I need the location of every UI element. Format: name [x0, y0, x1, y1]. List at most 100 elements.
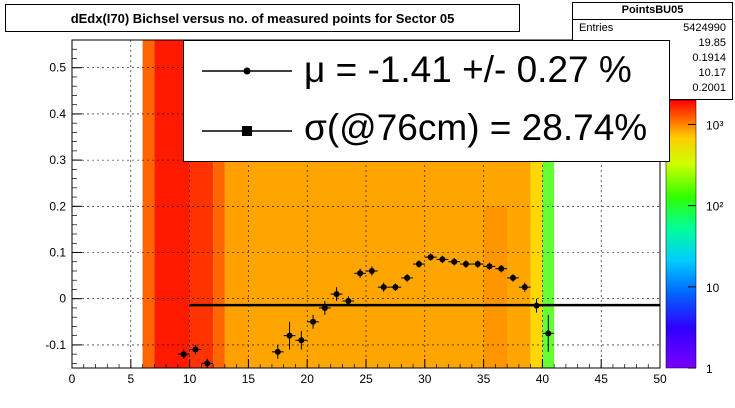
data-point [448, 258, 461, 266]
stats-divider [573, 19, 732, 20]
x-tick-label: 40 [536, 372, 550, 386]
point-marker [486, 263, 493, 270]
colorbar-tick-label: 10³ [706, 118, 723, 132]
point-marker [521, 284, 528, 291]
point-marker [180, 351, 187, 358]
stats-row-mean: 19.85 [579, 37, 726, 50]
data-point [542, 314, 555, 352]
data-point [271, 344, 284, 359]
data-point [307, 314, 319, 329]
chart-title: dEdx(I70) Bichsel versus no. of measured… [70, 11, 455, 26]
x-tick-label: 15 [242, 372, 256, 386]
point-marker [321, 304, 328, 311]
point-marker [415, 261, 422, 268]
point-marker [392, 284, 399, 291]
point-marker [274, 348, 281, 355]
heatmap-band [483, 206, 508, 368]
data-point [471, 260, 484, 268]
stats-key: Entries [579, 22, 614, 34]
stats-row-entries: Entries 5424990 [579, 22, 726, 35]
x-tick-label: 25 [359, 372, 373, 386]
stats-value: 0.1914 [692, 52, 726, 64]
legend-markers [202, 67, 292, 136]
data-point [495, 264, 508, 273]
point-marker [474, 261, 481, 268]
data-point [342, 296, 355, 306]
point-marker [345, 298, 352, 305]
stats-value: 10.17 [698, 67, 726, 79]
data-point [460, 260, 472, 268]
stats-row-rms: 10.17 [579, 67, 726, 80]
heatmap-column [142, 40, 155, 368]
data-point [366, 266, 378, 276]
mu-legend-marker [243, 67, 251, 75]
data-point [377, 282, 390, 292]
legend-sigma: σ(@76cm) = 28.74% [304, 107, 648, 148]
data-point [413, 260, 425, 268]
stats-value: 5424990 [683, 22, 726, 34]
data-point [483, 262, 496, 271]
y-tick-label: 0.5 [49, 61, 66, 75]
point-marker [333, 291, 340, 298]
point-marker [462, 261, 469, 268]
y-tick-label: 0.4 [49, 107, 66, 121]
point-marker [357, 270, 364, 277]
data-point [318, 301, 331, 315]
x-tick-label: 10 [183, 372, 197, 386]
data-point [354, 268, 366, 278]
legend-box: μ = -1.41 +/- 0.27 % σ(@76cm) = 28.74% [183, 40, 670, 162]
x-tick-label: 0 [69, 372, 76, 386]
point-marker [510, 274, 516, 281]
x-tick-label: 30 [418, 372, 432, 386]
x-tick-label: 50 [653, 372, 667, 386]
point-marker [286, 332, 293, 339]
y-tick-label: -0.1 [45, 338, 66, 352]
heatmap-column [542, 40, 555, 368]
y-tick-label: 0.1 [49, 246, 66, 260]
point-marker [310, 318, 317, 325]
data-point [201, 358, 214, 368]
point-marker [498, 265, 505, 272]
colorbar-tick-label: 1 [706, 362, 713, 376]
stats-row-rmsy: 0.2001 [579, 82, 726, 95]
data-point [189, 344, 202, 355]
data-point [507, 274, 519, 282]
data-point [401, 274, 414, 282]
point-marker [380, 284, 387, 291]
data-point [295, 331, 308, 350]
legend-mu: μ = -1.41 +/- 0.27 % [304, 49, 632, 90]
point-marker [427, 254, 434, 261]
colorbar-tick-label: 10² [706, 200, 723, 214]
point-marker [533, 302, 540, 309]
point-marker [192, 346, 199, 353]
data-point [530, 298, 543, 313]
data-point [436, 255, 449, 264]
point-marker [204, 360, 211, 367]
y-tick-label: 0.2 [49, 199, 66, 213]
data-point [283, 321, 296, 350]
colorbar-tick-label: 10 [706, 281, 720, 295]
stats-value: 0.2001 [692, 82, 726, 94]
y-tick-label: 0 [59, 292, 66, 306]
stats-row-meany: 0.1914 [579, 52, 726, 65]
x-tick-label: 5 [127, 372, 134, 386]
point-marker [545, 330, 552, 337]
colorbar [665, 99, 697, 369]
point-marker [368, 267, 375, 274]
data-point [389, 283, 402, 291]
heatmap-column [213, 40, 225, 368]
point-marker [451, 258, 458, 265]
colorbar-ticks: 1 10 10² 10³ [688, 118, 723, 376]
data-point [177, 349, 190, 359]
stats-name: PointsBU05 [621, 4, 684, 16]
x-tick-label: 45 [595, 372, 609, 386]
axes-layer: 0 5 10 15 20 25 30 35 40 45 50 -0.1 0 0.1 0.2 0.3 0.4 0.5 [45, 48, 667, 386]
x-tick-label: 35 [477, 372, 491, 386]
stats-value: 19.85 [698, 37, 726, 49]
point-marker [298, 337, 305, 344]
x-tick-label: 20 [301, 372, 315, 386]
title-box: dEdx(I70) Bichsel versus no. of measured… [5, 4, 520, 32]
points-layer [177, 253, 660, 368]
data-point [518, 282, 531, 292]
point-marker [439, 256, 446, 263]
